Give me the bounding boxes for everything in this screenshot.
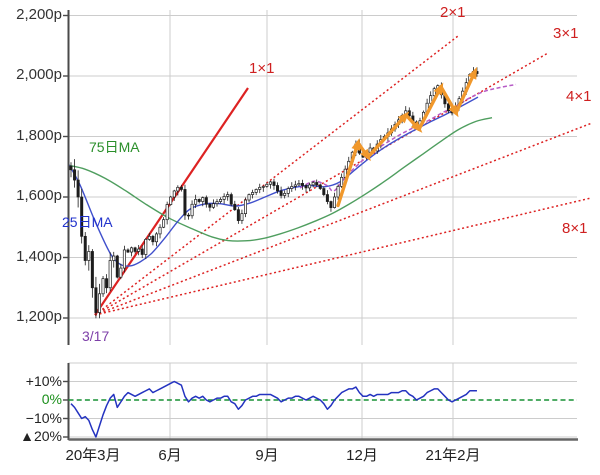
price-chart-canvas bbox=[63, 10, 593, 441]
chart-root: 2,200p 2,000p 1,800p 1,600p 1,400p 1,200p +10%… bbox=[16, 4, 593, 464]
